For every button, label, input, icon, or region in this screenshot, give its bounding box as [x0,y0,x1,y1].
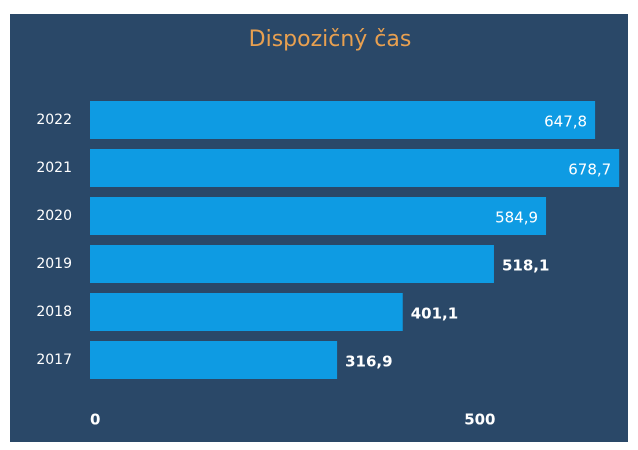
bar [90,101,596,139]
bar [90,149,620,187]
chart-title: Dispozičný čas [249,27,412,52]
bar [90,341,338,379]
y-tick-label: 2022 [36,112,72,128]
value-label: 584,9 [495,209,538,227]
bar [90,197,547,235]
y-tick-label: 2019 [36,256,72,272]
value-label: 678,7 [568,161,611,179]
value-label: 518,1 [502,257,549,275]
value-label: 401,1 [411,305,458,323]
x-tick-label: 0 [90,411,100,429]
value-label: 316,9 [345,353,392,371]
x-tick-label: 500 [464,411,495,429]
bar [90,245,494,283]
y-tick-label: 2018 [36,304,72,320]
value-label: 647,8 [544,113,587,131]
y-tick-label: 2017 [36,352,72,368]
y-tick-label: 2020 [36,208,72,224]
y-tick-label: 2021 [36,160,72,176]
bar [90,293,403,331]
